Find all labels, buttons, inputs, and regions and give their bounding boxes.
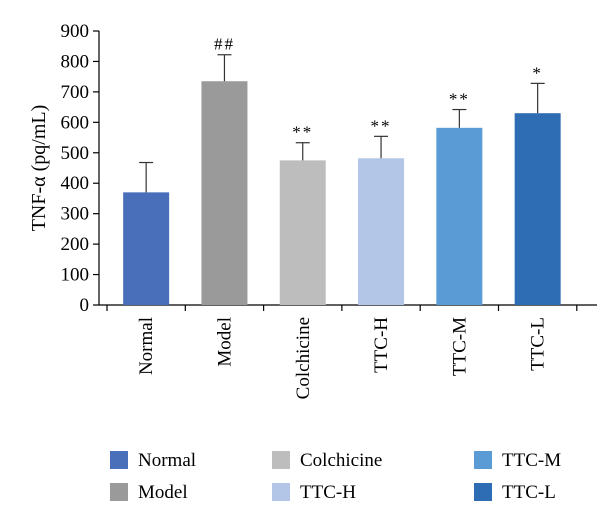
y-axis-label: TNF-α (pq/mL): [28, 105, 50, 232]
significance-labels: ##** *****: [214, 35, 543, 142]
y-tick-label: 200: [61, 234, 90, 255]
y-tick-label: 600: [61, 112, 90, 133]
x-category-label: TTC-L: [528, 317, 549, 371]
significance-label: *: [532, 63, 543, 82]
legend-label: Model: [138, 482, 188, 503]
y-tick-label: 800: [61, 51, 90, 72]
bar-ttc-h: [358, 158, 405, 305]
legend-swatch: [474, 483, 492, 501]
legend-label: TTC-H: [300, 482, 356, 503]
x-category-label: TTC-H: [371, 317, 392, 373]
bars: [123, 81, 561, 306]
bar-colchicine: [279, 160, 326, 305]
bar-ttc-l: [514, 113, 561, 305]
x-category-label: Colchicine: [293, 317, 314, 399]
x-category-label: TTC-M: [449, 317, 470, 376]
y-tick-label: 300: [61, 204, 90, 225]
x-category-label: Normal: [136, 317, 157, 375]
category-labels: Normal Model Colchicine TTC-H TTC-M TTC-L: [136, 317, 549, 400]
significance-label: **: [292, 123, 313, 142]
y-axis-ticks: 0 100 200 300 400 500 600 700 800 900: [61, 21, 578, 316]
significance-label: **: [449, 90, 470, 109]
legend-swatch: [110, 451, 128, 469]
y-tick-label: 700: [61, 82, 90, 103]
y-tick-label: 100: [61, 265, 90, 286]
y-tick-label: 400: [61, 173, 90, 194]
legend-swatch: [474, 451, 492, 469]
y-tick-label: 500: [61, 143, 90, 164]
legend-swatch: [110, 483, 128, 501]
bar-model: [201, 81, 248, 305]
legend-swatch: [272, 483, 290, 501]
significance-label: **: [371, 116, 392, 135]
legend: Normal Colchicine TTC-M Model TTC-H TTC-L: [110, 450, 561, 503]
bar-normal: [123, 192, 170, 305]
bar-ttc-m: [436, 127, 483, 306]
y-tick-label: 0: [80, 295, 90, 316]
x-category-label: Model: [214, 317, 235, 367]
y-tick-label: 900: [61, 21, 90, 42]
legend-label: Colchicine: [300, 450, 382, 471]
legend-label: TTC-L: [502, 482, 556, 503]
legend-swatch: [272, 451, 290, 469]
legend-label: Normal: [138, 450, 196, 471]
error-bars: [139, 54, 545, 193]
legend-label: TTC-M: [502, 450, 561, 471]
significance-label: ##: [214, 35, 235, 54]
